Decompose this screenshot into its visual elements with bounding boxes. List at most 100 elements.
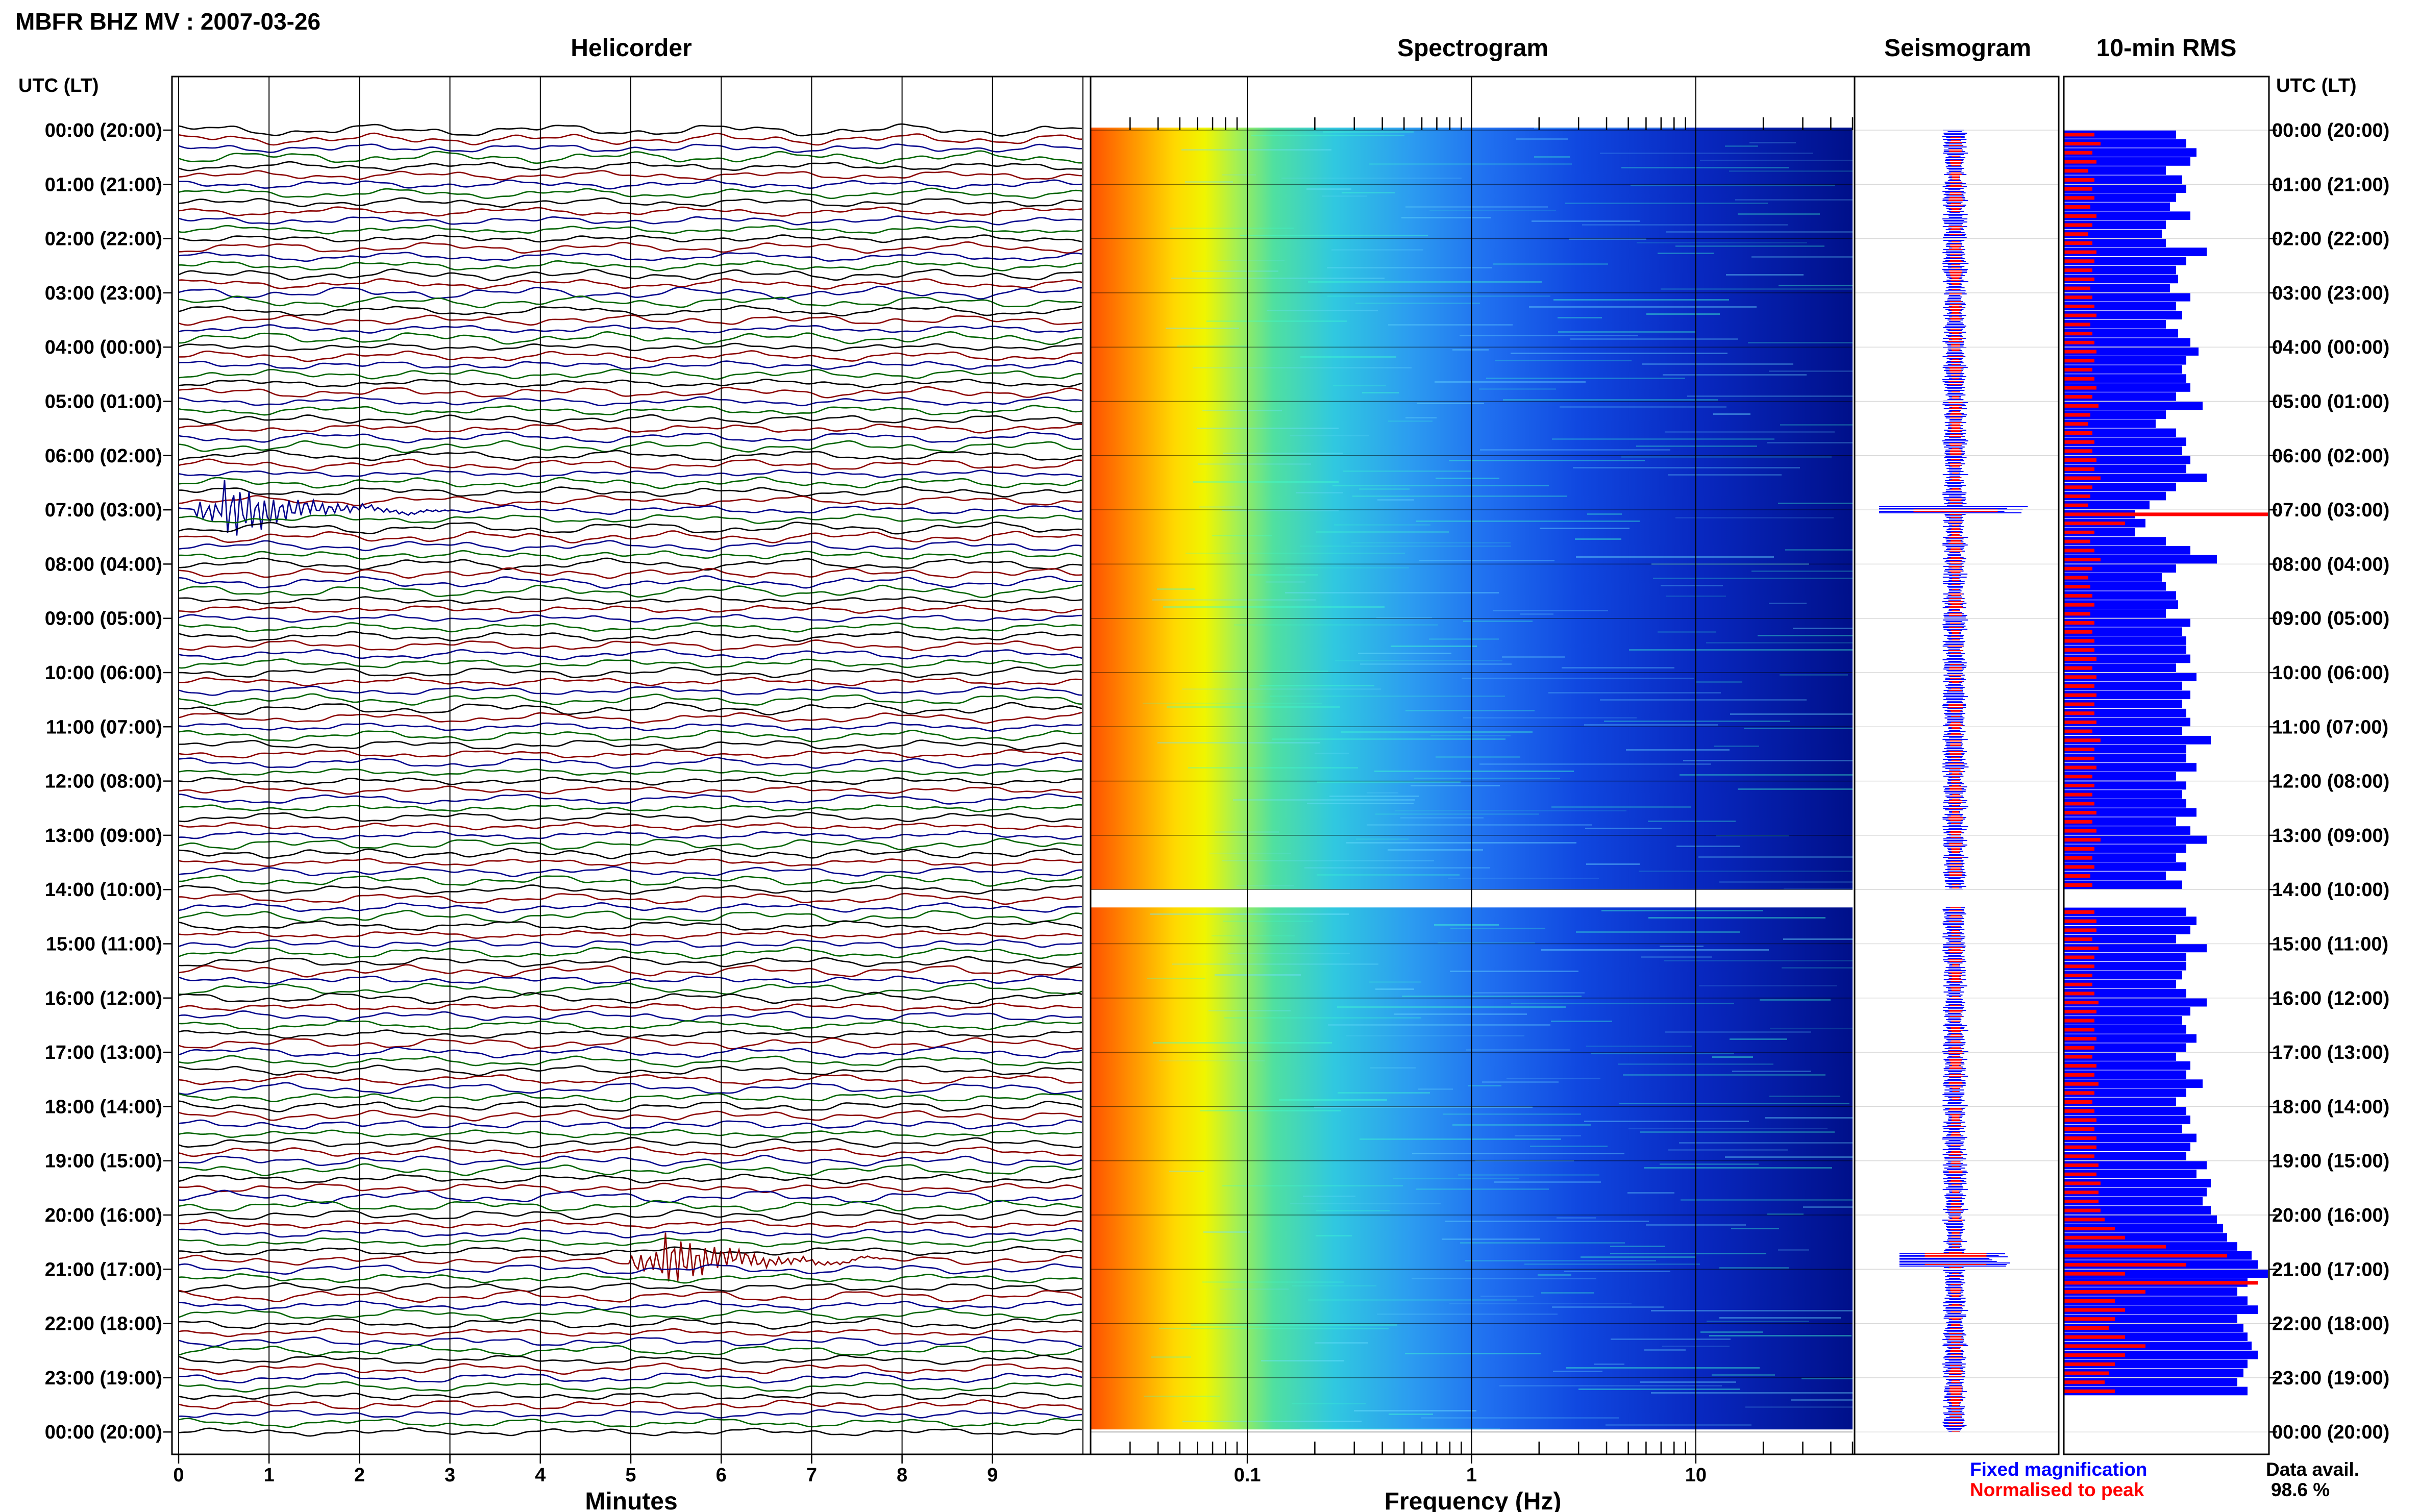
panel-grids bbox=[163, 77, 2277, 1454]
time-tick-right: 02:00 (22:00) bbox=[2272, 229, 2389, 250]
rms-bar-fixed bbox=[2064, 835, 2207, 844]
spectrogram-streak bbox=[1778, 503, 1853, 504]
spectrogram-streak bbox=[1362, 392, 1399, 393]
rms-bar-normalised bbox=[2064, 1127, 2094, 1131]
spectrogram-streak bbox=[1516, 138, 1568, 140]
rms-bar-fixed bbox=[2064, 636, 2186, 645]
spectrogram-streak bbox=[1341, 731, 1533, 733]
rms-bar-fixed bbox=[2064, 257, 2186, 265]
rms-bar-normalised bbox=[2064, 585, 2090, 589]
rms-bar-fixed bbox=[2064, 284, 2170, 292]
spectrogram-streak bbox=[1450, 928, 1545, 929]
time-tick-left: 00:00 (20:00) bbox=[45, 1422, 162, 1443]
rms-bar-normalised bbox=[2064, 1254, 2227, 1258]
rms-bar-normalised bbox=[2064, 1064, 2096, 1068]
time-tick-left: 09:00 (05:00) bbox=[45, 608, 162, 630]
spectrogram-streak bbox=[1186, 553, 1405, 554]
time-tick-right: 23:00 (19:00) bbox=[2272, 1368, 2389, 1389]
rms-bar-normalised bbox=[2064, 883, 2092, 887]
rms-bar-normalised bbox=[2064, 476, 2101, 480]
rms-bar-normalised bbox=[2064, 1199, 2099, 1203]
rms-bar-normalised bbox=[2064, 748, 2094, 752]
spectrogram-streak bbox=[1375, 813, 1539, 815]
rms-bar-normalised bbox=[2064, 350, 2096, 354]
rms-bar-fixed bbox=[2064, 1016, 2182, 1025]
time-tick-right: 09:00 (05:00) bbox=[2272, 608, 2389, 630]
rms-bar-normalised bbox=[2064, 449, 2092, 453]
rms-bar-normalised bbox=[2064, 621, 2094, 625]
spectrogram-x-tick-label: 0.1 bbox=[1234, 1465, 1261, 1486]
rms-bar-normalised bbox=[2064, 549, 2094, 553]
rms-bar-fixed bbox=[2064, 573, 2162, 582]
spectrogram-streak bbox=[1388, 420, 1433, 422]
spectrogram-streak bbox=[1640, 1131, 1835, 1133]
spectrogram-streak bbox=[1200, 1110, 1341, 1111]
spectrogram-streak bbox=[1482, 1081, 1559, 1083]
spectrogram-streak bbox=[1222, 1185, 1403, 1186]
spectrogram-streak bbox=[1394, 1013, 1527, 1015]
spectrogram-streak bbox=[1468, 1085, 1501, 1086]
spectrogram-streak bbox=[1445, 1221, 1649, 1222]
rms-bar-normalised bbox=[2064, 1335, 2125, 1339]
spectrogram-streak bbox=[1644, 1167, 1832, 1169]
rms-bar-fixed bbox=[2064, 727, 2182, 735]
spectrogram-streak bbox=[1151, 1356, 1191, 1358]
rms-bar-normalised bbox=[2064, 910, 2094, 914]
spectrogram-streak bbox=[1391, 646, 1477, 647]
rms-bar-fixed bbox=[2064, 383, 2190, 392]
rms-bar-fixed bbox=[2064, 302, 2176, 311]
rms-bar-fixed bbox=[2064, 455, 2190, 464]
rms-bar-normalised bbox=[2064, 160, 2096, 164]
spectrogram-streak bbox=[1576, 931, 1740, 933]
spectrogram-streak bbox=[1707, 1321, 1809, 1322]
rms-bar-normalised bbox=[2064, 539, 2090, 543]
spectrogram-streak bbox=[1346, 842, 1576, 844]
time-tick-left: 16:00 (12:00) bbox=[45, 988, 162, 1009]
rms-bar-normalised bbox=[2064, 1262, 2186, 1267]
spectrogram-streak bbox=[1281, 178, 1462, 179]
spectrogram-streak bbox=[1458, 1174, 1599, 1176]
rms-bar-fixed bbox=[2064, 1323, 2243, 1332]
spectrogram-streak bbox=[1730, 1038, 1787, 1040]
rms-bar-fixed bbox=[2064, 1269, 2268, 1278]
spectrogram-streak bbox=[1198, 463, 1311, 465]
spectrogram-streak bbox=[1143, 703, 1322, 704]
spectrogram-streak bbox=[1676, 846, 1740, 847]
rms-bar-normalised bbox=[2064, 440, 2094, 444]
rms-bar-fixed bbox=[2064, 374, 2186, 383]
spectrogram-streak bbox=[1606, 1424, 1751, 1426]
spectrogram-streak bbox=[1557, 1217, 1596, 1219]
rms-bar-normalised bbox=[2064, 332, 2092, 336]
rms-bar-normalised bbox=[2064, 133, 2094, 137]
rms-bar-fixed bbox=[2064, 1170, 2196, 1179]
spectrogram-streak bbox=[1220, 1288, 1289, 1290]
time-tick-left: 06:00 (02:00) bbox=[45, 445, 162, 467]
spectrogram-streak bbox=[1157, 588, 1195, 590]
spectrogram-streak bbox=[1719, 1317, 1841, 1319]
spectrogram-streak bbox=[1553, 299, 1729, 301]
spectrogram-streak bbox=[1421, 1417, 1619, 1419]
spectrogram-streak bbox=[1411, 785, 1500, 786]
spectrogram-streak bbox=[1709, 1335, 1852, 1336]
rms-bar-fixed bbox=[2064, 347, 2199, 356]
spectrogram-streak bbox=[1435, 381, 1586, 383]
spectrogram-streak bbox=[1152, 599, 1316, 601]
spectrogram-streak bbox=[1272, 738, 1505, 740]
rms-bar-fixed bbox=[2064, 157, 2190, 166]
rms-bar-normalised bbox=[2064, 657, 2096, 661]
spectrogram-streak bbox=[1224, 1017, 1421, 1019]
spectrogram-streak bbox=[1249, 574, 1318, 576]
rms-bar-normalised bbox=[2064, 829, 2096, 833]
spectrogram-streak bbox=[1466, 1049, 1570, 1051]
spectrogram-streak bbox=[1564, 1271, 1670, 1272]
spectrogram-streak bbox=[1534, 128, 1686, 129]
spectrogram-streak bbox=[1675, 517, 1834, 518]
spectrogram-streak bbox=[1193, 367, 1412, 368]
spectrogram-streak bbox=[1783, 938, 1853, 940]
spectrogram-streak bbox=[1600, 153, 1813, 154]
spectrogram-streak bbox=[1566, 1367, 1760, 1369]
spectrogram-streak bbox=[1770, 1028, 1853, 1029]
spectrogram-streak bbox=[1778, 1249, 1809, 1251]
rms-bar-fixed bbox=[2064, 1025, 2186, 1034]
spectrogram-streak bbox=[1163, 606, 1385, 608]
